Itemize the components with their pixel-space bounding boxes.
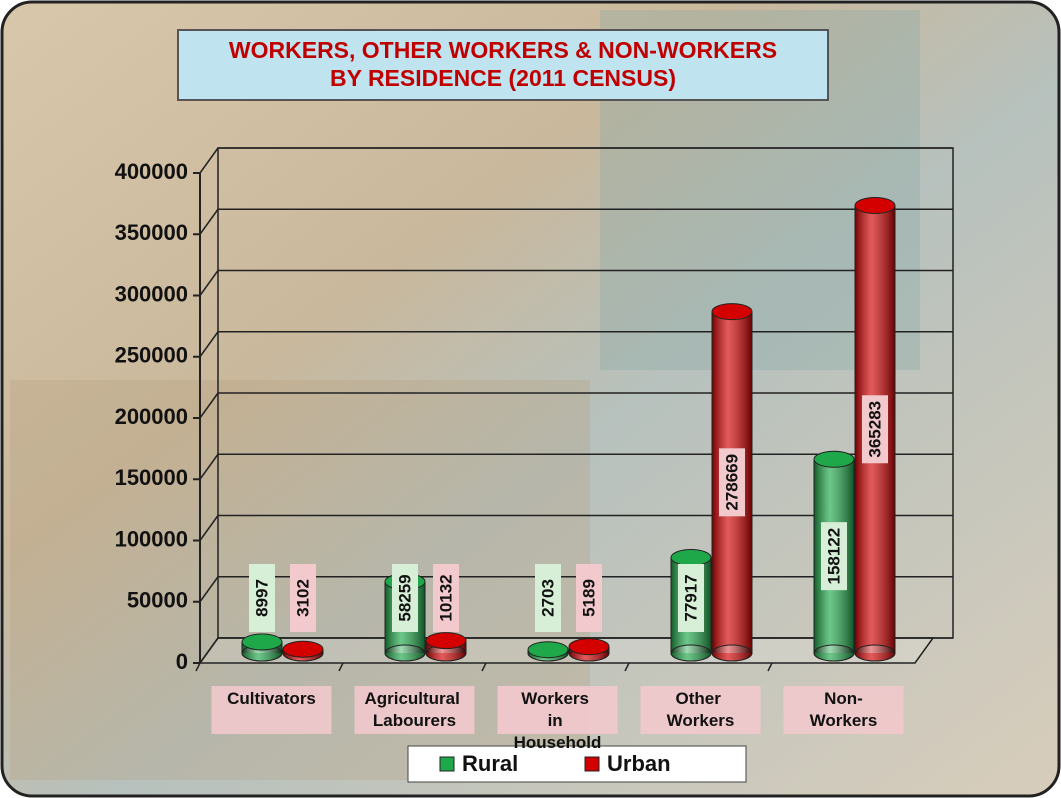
value-label-box <box>535 564 561 632</box>
value-label: 77917 <box>681 574 700 621</box>
x-label-box <box>783 686 904 734</box>
title-box <box>177 29 829 101</box>
value-label-box <box>249 564 275 632</box>
x-tick-label: Agricultural Labourers <box>364 689 464 730</box>
value-label-group: 5189 <box>576 564 602 632</box>
bar-bottom-shade <box>813 644 855 662</box>
y-tick-label: 300000 <box>115 281 188 306</box>
legend-swatch <box>584 756 600 772</box>
value-label: 58259 <box>395 574 414 621</box>
x-tick <box>338 662 344 672</box>
bar <box>670 549 712 662</box>
y-tick-label: 250000 <box>115 343 188 368</box>
bar-top <box>711 303 753 321</box>
bar-top <box>670 549 712 567</box>
grid-line <box>199 208 219 235</box>
bar-bottom-shade <box>670 644 712 662</box>
x-tick <box>481 662 487 672</box>
value-label-group: 58259 <box>392 564 418 632</box>
bar-bottom-shade <box>711 644 753 662</box>
grid-line <box>199 331 219 358</box>
value-label: 158122 <box>824 528 843 585</box>
bar-top <box>241 633 283 651</box>
x-tick-label: Non-Workers <box>810 689 878 730</box>
bar-outline <box>854 205 896 653</box>
grid-line <box>199 576 219 603</box>
y-tick-label: 350000 <box>115 220 188 245</box>
x-tick-label: Cultivators <box>227 689 316 708</box>
value-label-group: 77917 <box>678 564 704 632</box>
bar <box>425 632 467 662</box>
value-label-group: 3102 <box>290 564 316 632</box>
chart-title: WORKERS, OTHER WORKERS & NON-WORKERS <box>229 37 777 63</box>
bar-top <box>282 640 324 658</box>
x-tick-label: Workers in Household <box>514 689 602 752</box>
bar-top <box>568 638 610 656</box>
value-label-box <box>678 564 704 632</box>
x-label-box <box>354 686 475 734</box>
grid-line <box>199 637 219 664</box>
x-label-box <box>640 686 761 734</box>
value-label-box <box>576 564 602 632</box>
value-label: 10132 <box>436 574 455 621</box>
value-label: 5189 <box>579 579 598 617</box>
bar-bottom-shade <box>854 644 896 662</box>
x-tick <box>767 662 773 672</box>
value-label-box <box>821 522 847 591</box>
bar <box>282 640 324 662</box>
bar-top <box>813 450 855 468</box>
value-label-box <box>290 564 316 632</box>
value-label-box <box>719 448 745 517</box>
bar-bottom-shade <box>384 644 426 662</box>
x-label-box <box>211 686 332 734</box>
legend-label: Rural <box>462 751 518 776</box>
y-tick-label: 0 <box>176 649 188 674</box>
bar-outline <box>813 459 855 653</box>
value-label: 2703 <box>538 579 557 617</box>
grid-line <box>199 147 219 174</box>
legend <box>407 745 747 783</box>
bar-top <box>425 632 467 650</box>
grid-line <box>199 515 219 541</box>
value-label-group: 8997 <box>249 564 275 632</box>
value-label: 3102 <box>293 579 312 617</box>
value-label-group: 2703 <box>535 564 561 632</box>
x-tick-label: Other Workers <box>667 689 735 730</box>
grid-line <box>199 392 219 419</box>
y-tick-label: 400000 <box>115 159 188 184</box>
grid-line <box>199 270 219 296</box>
legend-swatch <box>439 756 455 772</box>
bar-top <box>854 197 896 215</box>
value-label-group: 278669 <box>719 448 745 517</box>
value-label-box <box>392 564 418 632</box>
value-label-box <box>433 564 459 632</box>
bar <box>813 450 855 662</box>
legend-label: Urban <box>607 751 671 776</box>
value-label-box <box>862 395 888 464</box>
value-label: 8997 <box>252 579 271 617</box>
x-tick <box>195 662 201 672</box>
bar-outline <box>711 311 753 653</box>
bar-top <box>527 641 569 659</box>
bar-outline <box>425 640 467 653</box>
bar-outline <box>384 581 426 653</box>
grid-line <box>199 453 219 480</box>
value-label: 278669 <box>722 454 741 511</box>
x-label-box <box>497 686 618 734</box>
bar <box>568 638 610 662</box>
bar <box>241 633 283 662</box>
y-tick-label: 50000 <box>127 588 188 613</box>
value-label-group: 10132 <box>433 564 459 632</box>
x-tick <box>624 662 630 672</box>
y-tick-label: 150000 <box>115 465 188 490</box>
value-label-group: 158122 <box>821 522 847 591</box>
y-tick-label: 200000 <box>115 404 188 429</box>
value-label-group: 365283 <box>862 395 888 464</box>
bar-outline <box>670 557 712 653</box>
bar <box>527 641 569 662</box>
chart-title: BY RESIDENCE (2011 CENSUS) <box>330 65 676 91</box>
y-tick-label: 100000 <box>115 526 188 551</box>
value-label: 365283 <box>865 401 884 458</box>
